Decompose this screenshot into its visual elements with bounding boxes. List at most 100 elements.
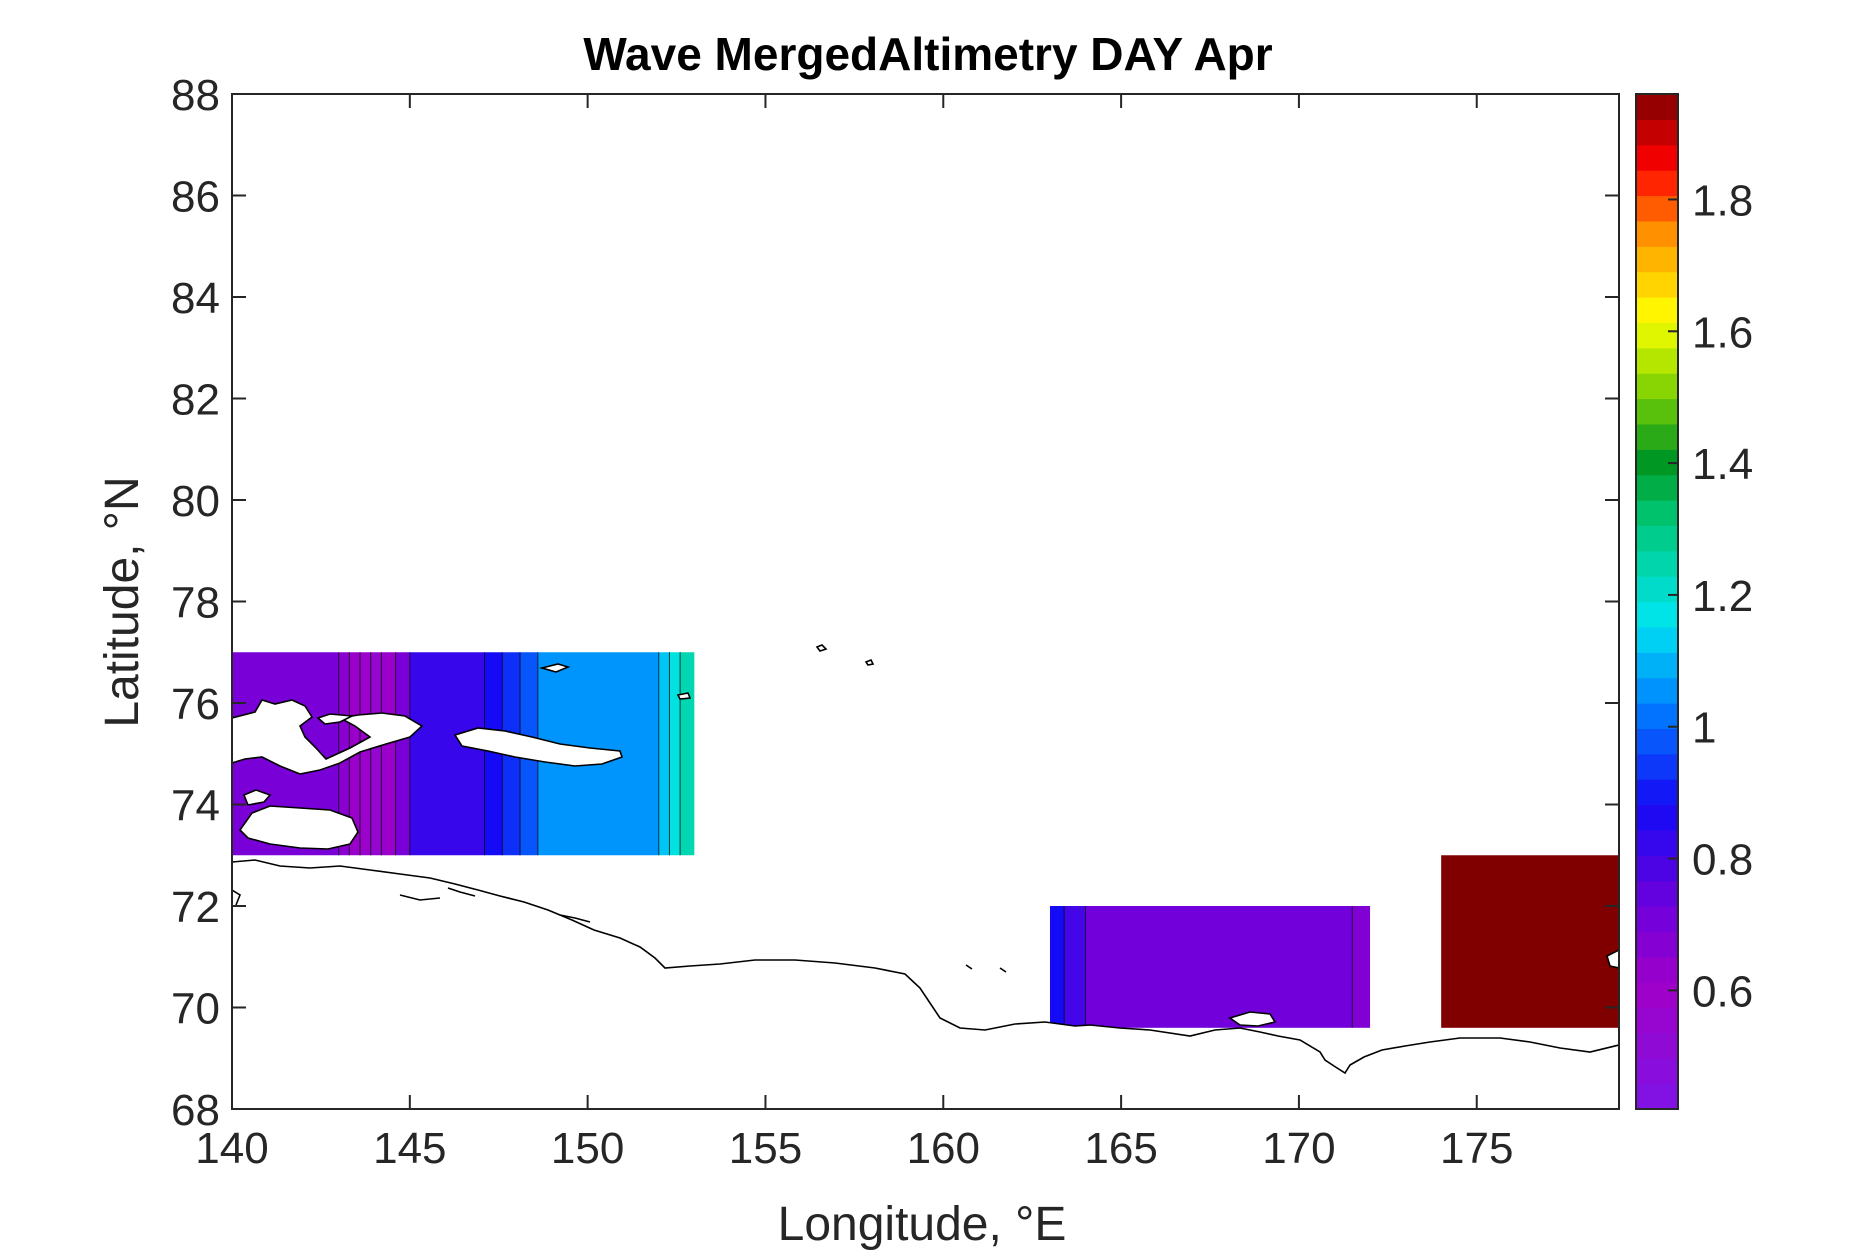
y-tick-label: 74 bbox=[171, 782, 220, 831]
field-band bbox=[669, 652, 681, 856]
colorbar-frame bbox=[1635, 93, 1679, 1110]
x-tick-label: 175 bbox=[1440, 1124, 1513, 1173]
colorbar-segment bbox=[1636, 322, 1678, 349]
island-ayon bbox=[1228, 1011, 1277, 1027]
field-band bbox=[370, 652, 382, 856]
island-east bbox=[1606, 949, 1619, 969]
y-axis-title: Latitude, °N bbox=[96, 476, 149, 727]
x-tick-label: 155 bbox=[729, 1124, 802, 1173]
island-small-1 bbox=[815, 644, 828, 652]
colorbar-segment bbox=[1636, 246, 1678, 273]
colorbar-segment bbox=[1636, 347, 1678, 374]
coastlines bbox=[232, 644, 1619, 1109]
colorbar-tick-label: 1.4 bbox=[1692, 440, 1753, 489]
x-tick-label: 160 bbox=[907, 1124, 980, 1173]
island-small-2 bbox=[864, 658, 875, 666]
colorbar-segment bbox=[1636, 576, 1678, 603]
field-band bbox=[360, 652, 371, 856]
colorbar-tick-label: 1.2 bbox=[1692, 572, 1753, 621]
field-band bbox=[409, 652, 485, 856]
y-tick-label: 82 bbox=[171, 376, 220, 425]
colorbar-segment bbox=[1636, 144, 1678, 171]
colorbar-segment bbox=[1636, 550, 1678, 577]
colorbar-segment bbox=[1636, 1058, 1678, 1085]
y-tick-label: 72 bbox=[171, 883, 220, 932]
field-band bbox=[1085, 906, 1353, 1028]
colorbar-segment bbox=[1636, 220, 1678, 247]
colorbar-segment bbox=[1636, 982, 1678, 1009]
colorbar-tick-label: 1.6 bbox=[1692, 308, 1753, 357]
field-band bbox=[1352, 906, 1371, 1028]
x-tick-label: 165 bbox=[1084, 1124, 1157, 1173]
field-band bbox=[658, 652, 670, 856]
colorbar-tick-label: 1 bbox=[1692, 704, 1716, 753]
y-tick-label: 84 bbox=[171, 274, 220, 323]
x-axis: 140 145 150 155 160 165 170 175 bbox=[195, 94, 1513, 1173]
field-band bbox=[680, 652, 695, 856]
colorbar-segment bbox=[1636, 1032, 1678, 1059]
island-jeannette bbox=[676, 692, 692, 700]
field-band bbox=[395, 652, 410, 856]
colorbar-segment bbox=[1636, 1083, 1678, 1110]
field-east bbox=[1441, 855, 1619, 1028]
colorbar-segment bbox=[1636, 703, 1678, 729]
colorbar-segment bbox=[1636, 728, 1678, 755]
colorbar-segment bbox=[1636, 753, 1678, 780]
x-tick-label: 145 bbox=[373, 1124, 446, 1173]
colorbar-segment bbox=[1636, 931, 1678, 958]
island-bolshoy-lyakhovsky bbox=[238, 805, 359, 850]
colorbar-segment bbox=[1636, 855, 1678, 882]
island-small-lyakhovsky bbox=[242, 789, 272, 806]
x-tick-label: 150 bbox=[551, 1124, 624, 1173]
y-tick-label: 80 bbox=[171, 477, 220, 526]
y-tick-label: 76 bbox=[171, 680, 220, 729]
colorbar-segment bbox=[1636, 677, 1678, 704]
island-new-siberia bbox=[453, 727, 624, 767]
field-central bbox=[1049, 906, 1371, 1028]
field-band bbox=[1064, 906, 1086, 1028]
x-tick-label: 140 bbox=[195, 1124, 268, 1173]
y-tick-label: 78 bbox=[171, 579, 220, 628]
siberian-mainland bbox=[232, 859, 1619, 1109]
colorbar-segment bbox=[1636, 829, 1678, 856]
colorbar-segment bbox=[1636, 956, 1678, 983]
y-tick-label: 70 bbox=[171, 985, 220, 1034]
plot-title: Wave MergedAltimetry DAY Apr bbox=[583, 28, 1272, 80]
field-band bbox=[1049, 906, 1065, 1028]
y-tick-label: 86 bbox=[171, 173, 220, 222]
colorbar-segment bbox=[1636, 398, 1678, 425]
colorbar-segment bbox=[1636, 119, 1678, 146]
colorbar-segment bbox=[1636, 474, 1678, 501]
colorbar: 0.6 0.8 1 1.2 1.4 1.6 1.8 bbox=[1635, 93, 1753, 1110]
colorbar-segment bbox=[1636, 271, 1678, 298]
colorbar-segment bbox=[1636, 880, 1678, 907]
coast-detail bbox=[232, 887, 1007, 973]
colorbar-segment bbox=[1636, 94, 1678, 120]
colorbar-segment bbox=[1636, 626, 1678, 653]
colorbar-tick-label: 1.8 bbox=[1692, 176, 1753, 225]
field-band bbox=[381, 652, 396, 856]
field-band bbox=[484, 652, 503, 856]
colorbar-tick-label: 0.6 bbox=[1692, 967, 1753, 1016]
colorbar-segment bbox=[1636, 500, 1678, 526]
colorbar-segment bbox=[1636, 601, 1678, 628]
colorbar-segment bbox=[1636, 906, 1678, 932]
y-tick-label: 68 bbox=[171, 1086, 220, 1135]
x-axis-title: Longitude, °E bbox=[778, 1198, 1067, 1250]
island-faddeyevsky bbox=[316, 713, 355, 725]
y-axis: 68 70 72 74 76 78 80 82 84 86 88 bbox=[171, 71, 1619, 1135]
colorbar-segment bbox=[1636, 779, 1678, 806]
colorbar-segment bbox=[1636, 170, 1678, 197]
colorbar-segment bbox=[1636, 804, 1678, 831]
wave-fields bbox=[232, 652, 1619, 1028]
x-tick-label: 170 bbox=[1262, 1124, 1335, 1173]
field-band bbox=[1441, 855, 1619, 1028]
colorbar-segment bbox=[1636, 652, 1678, 679]
colorbar-segment bbox=[1636, 297, 1678, 323]
island-bennett bbox=[538, 663, 571, 673]
y-tick-label: 88 bbox=[171, 71, 220, 120]
colorbar-segment bbox=[1636, 1007, 1678, 1034]
colorbar-segment bbox=[1636, 373, 1678, 400]
colorbar-tick-label: 0.8 bbox=[1692, 836, 1753, 885]
